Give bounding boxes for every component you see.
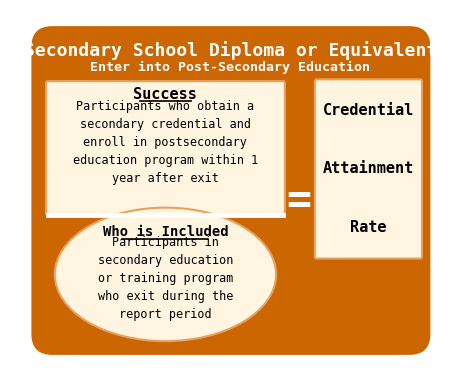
FancyBboxPatch shape bbox=[315, 79, 422, 259]
Text: Credential

Attainment

Rate: Credential Attainment Rate bbox=[323, 102, 414, 235]
Text: Success: Success bbox=[134, 87, 197, 102]
FancyBboxPatch shape bbox=[33, 27, 429, 354]
Text: Enter into Post-Secondary Education: Enter into Post-Secondary Education bbox=[90, 61, 371, 74]
Text: Who is Included: Who is Included bbox=[103, 225, 228, 239]
FancyBboxPatch shape bbox=[46, 81, 285, 215]
Text: Participants in
secondary education
or training program
who exit during the
repo: Participants in secondary education or t… bbox=[98, 236, 233, 321]
Text: Participants who obtain a
secondary credential and
enroll in postsecondary
educa: Participants who obtain a secondary cred… bbox=[73, 100, 258, 185]
Text: =: = bbox=[286, 181, 312, 223]
Text: Secondary School Diploma or Equivalent: Secondary School Diploma or Equivalent bbox=[24, 41, 437, 60]
Ellipse shape bbox=[55, 208, 276, 341]
